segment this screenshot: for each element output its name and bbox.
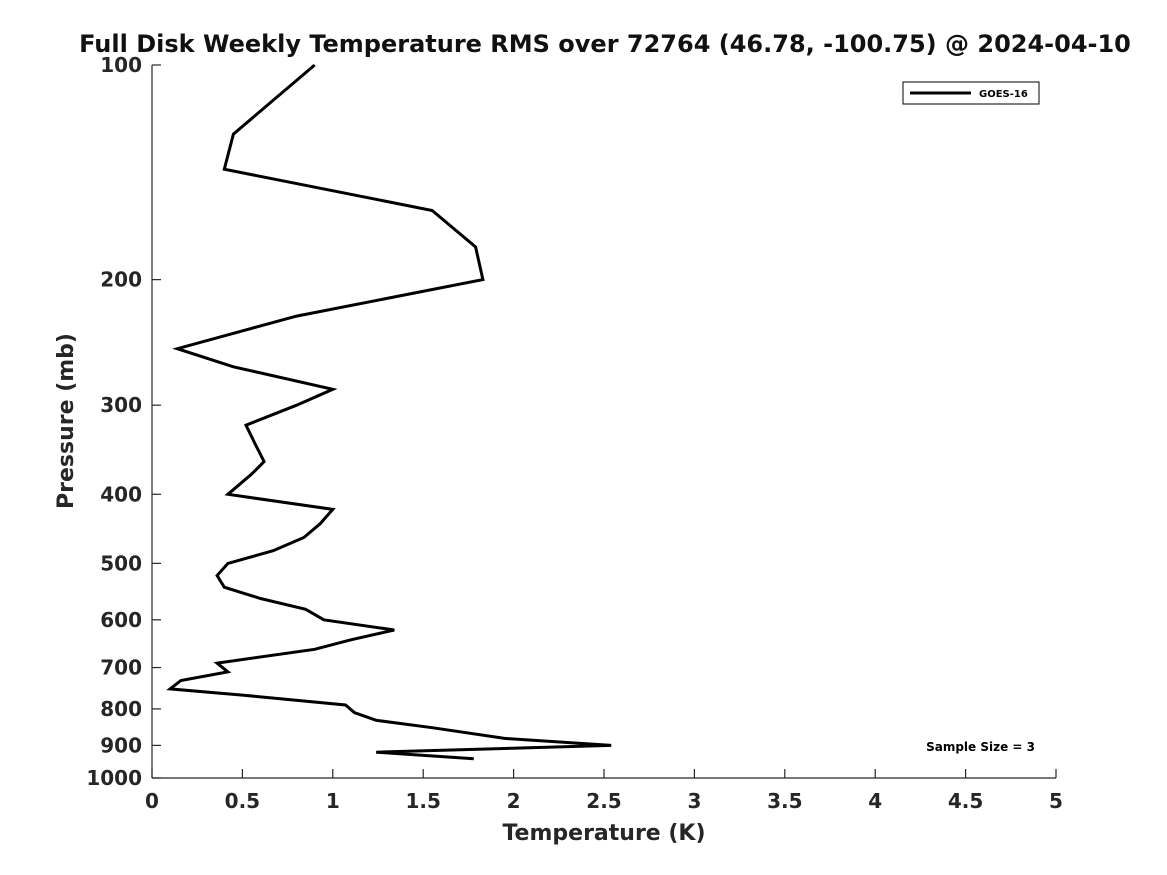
- y-tick-label: 900: [100, 733, 142, 757]
- x-tick-label: 5: [1049, 789, 1063, 813]
- x-tick-label: 4.5: [948, 789, 983, 813]
- y-axis-label: Pressure (mb): [54, 333, 79, 509]
- y-tick-label: 600: [100, 608, 142, 632]
- sample-size-annotation: Sample Size = 3: [926, 740, 1035, 754]
- x-tick-label: 4: [868, 789, 882, 813]
- y-tick-label: 300: [100, 393, 142, 417]
- y-tick-label: 200: [100, 268, 142, 292]
- x-tick-label: 1: [326, 789, 340, 813]
- series-layer: [166, 63, 612, 761]
- x-tick-label: 1.5: [405, 789, 440, 813]
- chart-title: Full Disk Weekly Temperature RMS over 72…: [79, 30, 1131, 58]
- y-tick-label: 500: [100, 551, 142, 575]
- x-axis-label: Temperature (K): [502, 821, 705, 846]
- y-tick-label: 800: [100, 697, 142, 721]
- y-ticks: 100 200 300 400 500 600 700 800 900 1000: [86, 53, 161, 790]
- x-tick-label: 3: [687, 789, 701, 813]
- legend-label: GOES-16: [979, 89, 1028, 100]
- y-tick-label: 400: [100, 482, 142, 506]
- x-tick-label: 0.5: [225, 789, 260, 813]
- y-tick-label: 1000: [86, 766, 142, 790]
- x-ticks: 0 0.5 1 1.5 2 2.5 3 3.5 4 4.5 5: [145, 769, 1063, 813]
- x-tick-label: 2: [507, 789, 521, 813]
- series-line-goes-16: [166, 63, 612, 761]
- y-tick-label: 100: [100, 53, 142, 77]
- x-tick-label: 2.5: [586, 789, 621, 813]
- x-tick-label: 0: [145, 789, 159, 813]
- x-tick-label: 3.5: [767, 789, 802, 813]
- legend: GOES-16: [902, 81, 1040, 105]
- y-tick-label: 700: [100, 656, 142, 680]
